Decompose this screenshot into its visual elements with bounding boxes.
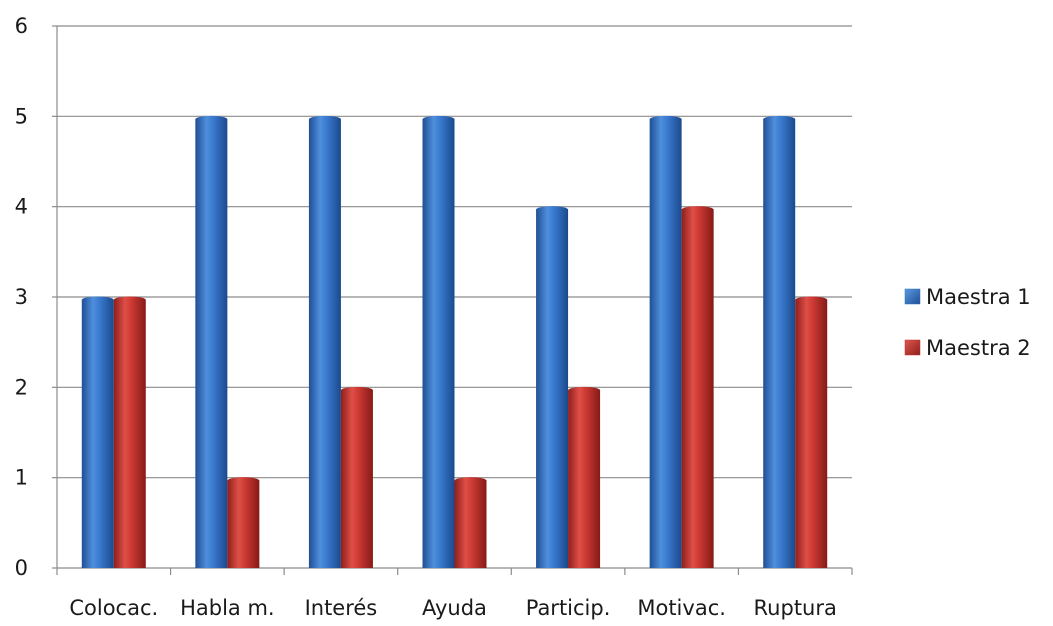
y-tick-label: 2 [15, 375, 28, 399]
bar-cap [195, 115, 228, 123]
x-tick-label: Colocac. [69, 596, 158, 620]
x-tick-label: Particip. [526, 596, 611, 620]
bar-maestra-2 [227, 477, 260, 568]
legend-swatch [904, 339, 921, 356]
bars [81, 115, 828, 568]
bar-maestra-2 [568, 386, 601, 568]
bar-maestra-1 [81, 296, 114, 568]
bar-cap [681, 206, 714, 214]
y-tick-label: 1 [15, 466, 28, 490]
bar-body [536, 209, 569, 568]
axis-labels: 0 1 2 3 4 5 6 Colocac. Habla m. Interés Ayuda Parti… [15, 14, 837, 620]
y-tick-label: 0 [15, 556, 28, 580]
bar-body [681, 209, 714, 568]
bar-body [195, 119, 228, 568]
bar-body [649, 119, 682, 568]
bar-cap [536, 206, 569, 214]
bar-body [568, 390, 601, 568]
bar-body [763, 119, 796, 568]
bar-cap [568, 386, 601, 394]
y-tick-label: 6 [15, 14, 28, 38]
legend-label: Maestra 2 [926, 336, 1031, 360]
bar-maestra-1 [763, 115, 796, 568]
legend-swatch [904, 288, 921, 305]
bar-cap [340, 386, 373, 394]
bar-cap [649, 115, 682, 123]
x-tick-label: Ayuda [422, 596, 487, 620]
bar-maestra-1 [649, 115, 682, 568]
bar-maestra-2 [795, 296, 828, 568]
y-tick-label: 4 [15, 195, 28, 219]
bar-maestra-1 [536, 206, 569, 568]
bar-body [340, 390, 373, 568]
bar-cap [113, 296, 146, 304]
legend-label: Maestra 1 [926, 285, 1031, 309]
bar-maestra-2 [454, 477, 487, 568]
bar-maestra-2 [340, 386, 373, 568]
bar-cap [308, 115, 341, 123]
bar-body [113, 300, 146, 568]
x-tick-label: Habla m. [180, 596, 275, 620]
x-tick-label: Interés [305, 596, 378, 620]
bar-cap [454, 477, 487, 485]
bar-cap [795, 296, 828, 304]
bar-maestra-1 [308, 115, 341, 568]
x-tick-label: Motivac. [637, 596, 726, 620]
bar-cap [81, 296, 114, 304]
bar-maestra-1 [422, 115, 455, 568]
bar-body [227, 480, 260, 568]
bar-maestra-1 [195, 115, 228, 568]
legend: Maestra 1 Maestra 2 [904, 285, 1031, 360]
legend-item-maestra-1: Maestra 1 [904, 285, 1031, 309]
bar-maestra-2 [681, 206, 714, 568]
bar-body [308, 119, 341, 568]
bar-cap [227, 477, 260, 485]
bar-body [422, 119, 455, 568]
legend-item-maestra-2: Maestra 2 [904, 336, 1031, 360]
bar-body [454, 480, 487, 568]
x-tick-label: Ruptura [754, 596, 837, 620]
y-tick-label: 5 [15, 104, 28, 128]
bar-cap [763, 115, 796, 123]
bar-body [81, 300, 114, 568]
bar-body [795, 300, 828, 568]
y-tick-label: 3 [15, 285, 28, 309]
bar-maestra-2 [113, 296, 146, 568]
bar-cap [422, 115, 455, 123]
